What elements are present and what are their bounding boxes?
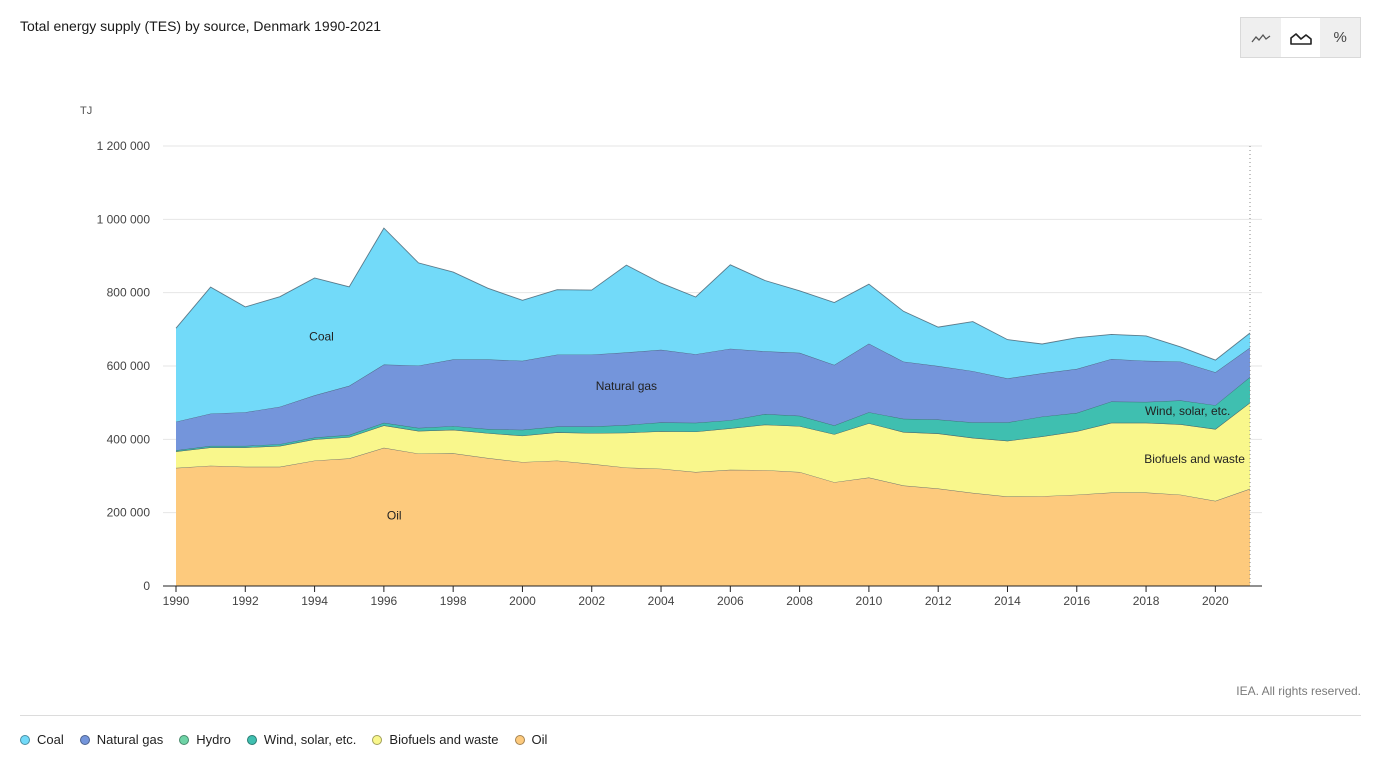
legend-dot-icon — [372, 734, 383, 745]
area-chart-icon — [1289, 32, 1312, 45]
area-oil — [176, 447, 1250, 586]
y-axis-unit-label: TJ — [80, 105, 92, 117]
x-tick-label: 2018 — [1133, 594, 1160, 608]
x-tick-label: 2010 — [856, 594, 883, 608]
legend-item-biofuels-and-waste[interactable]: Biofuels and waste — [372, 732, 499, 747]
area-wind-solar-etc — [176, 377, 1250, 452]
x-tick-label: 1994 — [301, 594, 328, 608]
legend-item-natural-gas[interactable]: Natural gas — [79, 732, 164, 747]
x-tick-label: 2004 — [648, 594, 675, 608]
area-coal — [176, 228, 1250, 422]
legend-dot-icon — [514, 734, 525, 745]
legend-divider — [20, 715, 1361, 716]
legend-dot-icon — [179, 734, 190, 745]
series-label: Natural gas — [596, 379, 657, 393]
legend-item-oil[interactable]: Oil — [514, 732, 548, 747]
series-labels: Coal Natural gas Wind, solar, etc. Biofuels… — [309, 329, 1245, 522]
series-outline — [175, 227, 1251, 361]
stacked-area-chart: 0 200 000 400 000 600 000 800 000 1 000 000 1 … — [80, 105, 1262, 608]
x-tick-label: 2008 — [786, 594, 813, 608]
chart-title: Total energy supply (TES) by source, Den… — [20, 18, 382, 34]
area-natural-gas — [176, 343, 1250, 451]
area-view-button[interactable] — [1280, 18, 1321, 57]
legend-label: Wind, solar, etc. — [263, 732, 357, 747]
x-tick-label: 1990 — [163, 594, 190, 608]
y-tick-label: 200 000 — [107, 506, 151, 520]
percent-icon: % — [1333, 29, 1347, 46]
legend-dot-icon — [20, 734, 30, 745]
x-tick-label: 2020 — [1202, 594, 1229, 608]
legend-label: Natural gas — [96, 732, 164, 747]
area-biofuels-and-waste — [176, 402, 1250, 501]
series-label: Wind, solar, etc. — [1145, 404, 1230, 418]
x-tick-label: 2014 — [994, 594, 1021, 608]
legend-label: Coal — [37, 732, 64, 747]
x-tick-label: 1992 — [232, 594, 259, 608]
line-view-button[interactable] — [1241, 18, 1281, 57]
x-tick-label: 2012 — [925, 594, 952, 608]
x-tick-label: 2016 — [1063, 594, 1090, 608]
copyright-credit: IEA. All rights reserved. — [1236, 684, 1361, 698]
y-tick-label: 800 000 — [107, 286, 151, 300]
legend-item-coal[interactable]: Coal — [20, 732, 64, 747]
legend: Coal Natural gas Hydro Wind, solar, etc. Bio… — [20, 732, 547, 747]
x-tick-label: 2006 — [717, 594, 744, 608]
area-series — [175, 227, 1251, 586]
legend-dot-icon — [246, 734, 257, 745]
line-chart-icon — [1251, 33, 1271, 42]
axes: 0 200 000 400 000 600 000 800 000 1 000 000 1 … — [80, 105, 1262, 608]
y-tick-label: 600 000 — [107, 359, 151, 373]
series-label: Oil — [387, 508, 402, 522]
legend-label: Hydro — [196, 732, 231, 747]
x-tick-label: 2002 — [578, 594, 605, 608]
y-tick-label: 1 000 000 — [97, 212, 151, 226]
legend-item-hydro[interactable]: Hydro — [179, 732, 231, 747]
y-tick-label: 400 000 — [107, 432, 151, 446]
x-tick-label: 1996 — [371, 594, 398, 608]
series-label: Biofuels and waste — [1144, 452, 1245, 466]
percent-view-button[interactable]: % — [1320, 18, 1361, 57]
legend-dot-icon — [79, 734, 90, 745]
legend-label: Oil — [531, 732, 548, 747]
x-tick-label: 1998 — [440, 594, 467, 608]
x-tick-label: 2000 — [509, 594, 536, 608]
y-tick-label: 0 — [143, 579, 150, 593]
y-tick-label: 1 200 000 — [97, 139, 151, 153]
view-toggle-group: % — [1240, 17, 1361, 58]
legend-item-wind-solar-etc[interactable]: Wind, solar, etc. — [246, 732, 357, 747]
legend-label: Biofuels and waste — [389, 732, 499, 747]
series-label: Coal — [309, 329, 334, 343]
